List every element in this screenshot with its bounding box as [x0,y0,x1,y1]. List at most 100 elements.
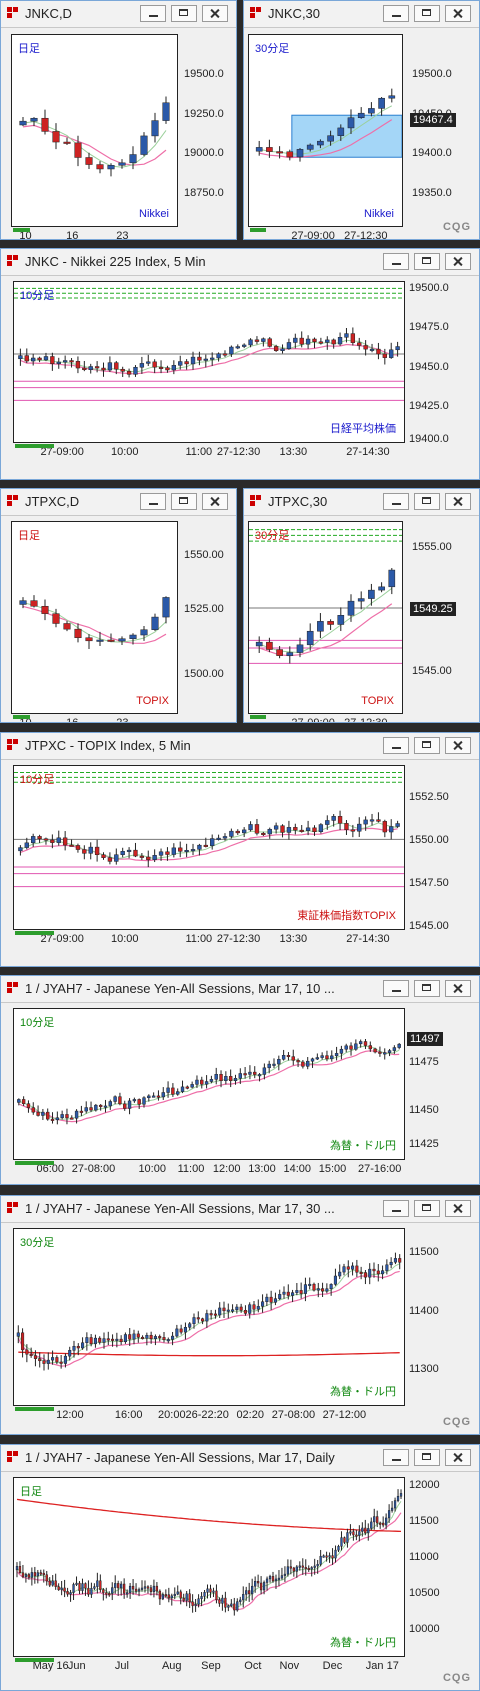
maximize-button[interactable] [414,253,440,270]
candle-body [70,1117,74,1120]
candle-body [261,1301,265,1307]
time-scrollbar[interactable] [15,1161,54,1165]
candle-body [320,1055,324,1058]
close-button[interactable] [445,493,471,510]
time-scrollbar[interactable] [15,1407,54,1411]
candle-body [56,361,61,364]
minimize-button[interactable] [140,493,166,510]
title-bar[interactable]: 1 / JYAH7 - Japanese Yen-All Sessions, M… [1,1445,479,1472]
close-button[interactable] [445,1449,471,1466]
title-bar[interactable]: JTPXC,D [1,489,236,516]
candle-body [140,629,148,636]
maximize-button[interactable] [414,980,440,997]
price-plot[interactable]: 日足 Nikkei [11,34,178,227]
minimize-button[interactable] [383,253,409,270]
time-scrollbar[interactable] [250,228,266,232]
cqg-app-icon [7,255,19,267]
minimize-button[interactable] [383,5,409,22]
close-button[interactable] [202,5,228,22]
title-bar[interactable]: JNKC,30 [244,1,479,28]
candle-body [69,844,74,847]
close-button[interactable] [202,493,228,510]
candle-body [308,1283,312,1286]
price-plot[interactable]: 30分足 Nikkei [248,34,403,227]
y-axis-tick: 11475 [409,1055,439,1068]
chart-window-w8[interactable]: 1 / JYAH7 - Japanese Yen-All Sessions, M… [0,1195,480,1435]
candle-body [252,1304,256,1310]
maximize-button[interactable] [414,493,440,510]
maximize-button[interactable] [171,5,197,22]
minimize-button[interactable] [383,1200,409,1217]
maximize-button[interactable] [171,493,197,510]
time-scrollbar[interactable] [15,931,54,935]
cqg-logo: CQG [442,1672,471,1684]
candle-body [382,821,387,833]
maximize-button[interactable] [414,737,440,754]
minimize-button[interactable] [383,980,409,997]
candle-body [325,1288,329,1292]
candle-body [81,1342,85,1349]
minimize-button[interactable] [383,1449,409,1466]
chart-window-w9[interactable]: 1 / JYAH7 - Japanese Yen-All Sessions, M… [0,1444,480,1691]
title-bar[interactable]: 1 / JYAH7 - Japanese Yen-All Sessions, M… [1,976,479,1003]
candle-body [233,1603,236,1611]
candle-body [370,1521,373,1529]
candle-body [173,1593,176,1597]
y-axis-tick: 1525.00 [184,602,224,615]
maximize-button[interactable] [414,5,440,22]
chart-window-w7[interactable]: 1 / JYAH7 - Japanese Yen-All Sessions, M… [0,975,480,1185]
candle-body [114,362,119,370]
candle-body [118,1096,122,1105]
candle-body [171,1335,175,1340]
price-plot[interactable]: 30分足 為替・ドル円 [13,1228,405,1406]
price-plot[interactable]: 日足 TOPIX [11,521,178,714]
time-scrollbar[interactable] [13,715,30,719]
chart-window-w4[interactable]: JTPXC,D 日足 TOPIX 1550.00 1525.00 1500.00 10 16 2… [0,488,237,723]
chart-window-w6[interactable]: JTPXC - TOPIX Index, 5 Min 10分足 東証株価指数TOPI… [0,732,480,967]
price-plot[interactable]: 日足 為替・ドル円 [13,1477,405,1657]
maximize-button[interactable] [414,1449,440,1466]
close-button[interactable] [445,980,471,997]
candle-body [129,154,137,164]
time-scrollbar[interactable] [15,1658,54,1662]
candle-body [59,1361,63,1364]
time-scrollbar[interactable] [13,228,30,232]
candle-body [339,1048,344,1054]
price-plot[interactable]: 10分足 為替・ドル円 [13,1008,405,1160]
maximize-button[interactable] [414,1200,440,1217]
price-plot[interactable]: 10分足 日経平均株価 [13,281,405,443]
instrument-label: Nikkei [364,208,394,220]
x-axis-tick: 10:00 [111,933,139,945]
time-scrollbar[interactable] [250,715,266,719]
candle-body [152,1585,156,1593]
close-button[interactable] [445,1200,471,1217]
close-button[interactable] [445,737,471,754]
minimize-button[interactable] [383,737,409,754]
candle-body [388,95,396,99]
price-plot[interactable]: 10分足 東証株価指数TOPIX [13,765,405,930]
candle-body [165,851,170,855]
candle-body [373,1516,376,1523]
candle-body [134,1588,138,1592]
candle-body [376,348,381,355]
chart-window-w3[interactable]: JNKC - Nikkei 225 Index, 5 Min 10分足 日経平均株価… [0,248,480,480]
title-bar[interactable]: JNKC,D [1,1,236,28]
close-button[interactable] [445,253,471,270]
candle-body [209,1079,214,1082]
candle-body [37,357,42,361]
x-axis-tick: Sep [201,1660,221,1672]
chart-window-w1[interactable]: JNKC,D 日足 Nikkei 19500.0 19250.0 19000.0 18750… [0,0,237,240]
last-price-tag: 1549.25 [410,601,456,616]
title-bar[interactable]: JNKC - Nikkei 225 Index, 5 Min [1,249,479,276]
candlestick-chart [16,1252,402,1371]
minimize-button[interactable] [140,5,166,22]
minimize-button[interactable] [383,493,409,510]
title-bar[interactable]: JTPXC - TOPIX Index, 5 Min [1,733,479,760]
price-plot[interactable]: 30分足 TOPIX [248,521,403,714]
chart-window-w2[interactable]: JNKC,3030分足Nikkei19500.019450.019400.019… [243,0,480,240]
title-bar[interactable]: JTPXC,30 [244,489,479,516]
close-button[interactable] [445,5,471,22]
title-bar[interactable]: 1 / JYAH7 - Japanese Yen-All Sessions, M… [1,1196,479,1223]
time-scrollbar[interactable] [15,444,54,448]
chart-window-w5[interactable]: JTPXC,3030分足TOPIX1555.001550.001545.0015… [243,488,480,723]
